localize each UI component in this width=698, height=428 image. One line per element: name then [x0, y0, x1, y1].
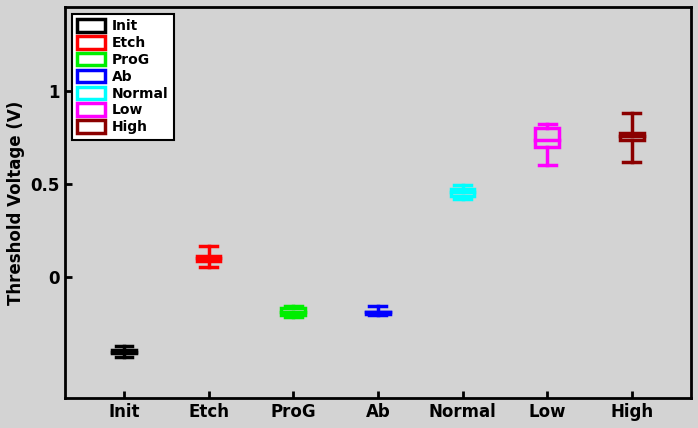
Bar	[451, 189, 475, 196]
Bar	[620, 133, 644, 140]
Bar	[535, 128, 559, 147]
Y-axis label: Threshold Voltage (V): Threshold Voltage (V)	[7, 101, 25, 305]
Bar	[366, 312, 389, 314]
Legend: Init, Etch, ProG, Ab, Normal, Low, High: Init, Etch, ProG, Ab, Normal, Low, High	[72, 14, 174, 140]
Bar	[112, 350, 136, 354]
Bar	[281, 308, 305, 315]
Bar	[197, 256, 221, 261]
